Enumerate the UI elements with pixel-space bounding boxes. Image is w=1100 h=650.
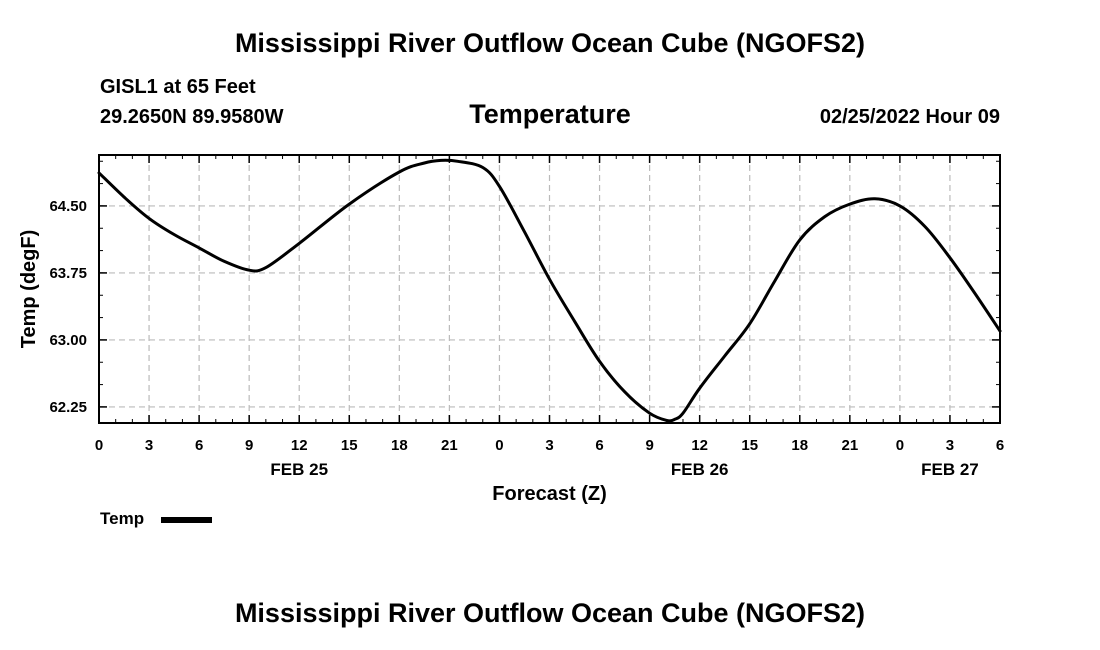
series-line-temp <box>97 158 1002 423</box>
y-tick-label: 62.25 <box>49 399 87 416</box>
date-label: FEB 27 <box>921 460 979 479</box>
x-tick-label: 3 <box>545 437 553 454</box>
x-tick-label: 18 <box>391 437 408 454</box>
x-tick-label: 0 <box>95 437 103 454</box>
x-tick-label: 21 <box>841 437 858 454</box>
forecast-datetime: 02/25/2022 Hour 09 <box>819 106 1000 128</box>
x-tick-label: 9 <box>245 437 253 454</box>
x-tick-label: 3 <box>145 437 153 454</box>
x-axis-label: Forecast (Z) <box>492 483 606 505</box>
x-tick-label: 18 <box>791 437 808 454</box>
x-tick-label: 12 <box>291 437 308 454</box>
y-tick-label: 64.50 <box>49 198 87 215</box>
x-tick-label: 6 <box>595 437 603 454</box>
date-label: FEB 26 <box>671 460 729 479</box>
x-tick-label: 6 <box>195 437 203 454</box>
x-tick-label: 21 <box>441 437 458 454</box>
y-axis-label: Temp (degF) <box>18 230 40 349</box>
x-axis: 0 3 6 9 12 15 18 21 0 3 6 9 12 15 18 21 0 3 6 <box>95 155 1004 454</box>
footer-title: Mississippi River Outflow Ocean Cube (NG… <box>234 598 866 628</box>
x-tick-label: 6 <box>996 437 1004 454</box>
y-tick-label: 63.00 <box>49 332 87 349</box>
station-coordinates: 29.2650N 89.9580W <box>100 106 284 128</box>
legend-swatch <box>161 517 212 523</box>
plot-frame <box>98 154 1001 424</box>
date-labels: FEB 25 FEB 26 FEB 27 <box>270 460 978 479</box>
x-tick-label: 9 <box>645 437 653 454</box>
station-label: GISL1 at 65 Feet <box>100 76 256 98</box>
x-tick-label: 15 <box>341 437 358 454</box>
chart-subtitle: Temperature <box>469 99 631 129</box>
x-tick-label: 0 <box>896 437 904 454</box>
chart-title: Mississippi River Outflow Ocean Cube (NG… <box>234 28 866 58</box>
y-tick-label: 63.75 <box>49 265 87 282</box>
series <box>97 158 1002 423</box>
x-tick-label: 12 <box>691 437 708 454</box>
grid <box>99 155 1000 423</box>
x-tick-label: 3 <box>946 437 954 454</box>
legend-label: Temp <box>100 509 145 528</box>
x-tick-label: 0 <box>495 437 503 454</box>
date-label: FEB 25 <box>270 460 328 479</box>
x-tick-label: 15 <box>741 437 758 454</box>
y-axis: 62.25 63.00 63.75 64.50 <box>49 198 1000 416</box>
